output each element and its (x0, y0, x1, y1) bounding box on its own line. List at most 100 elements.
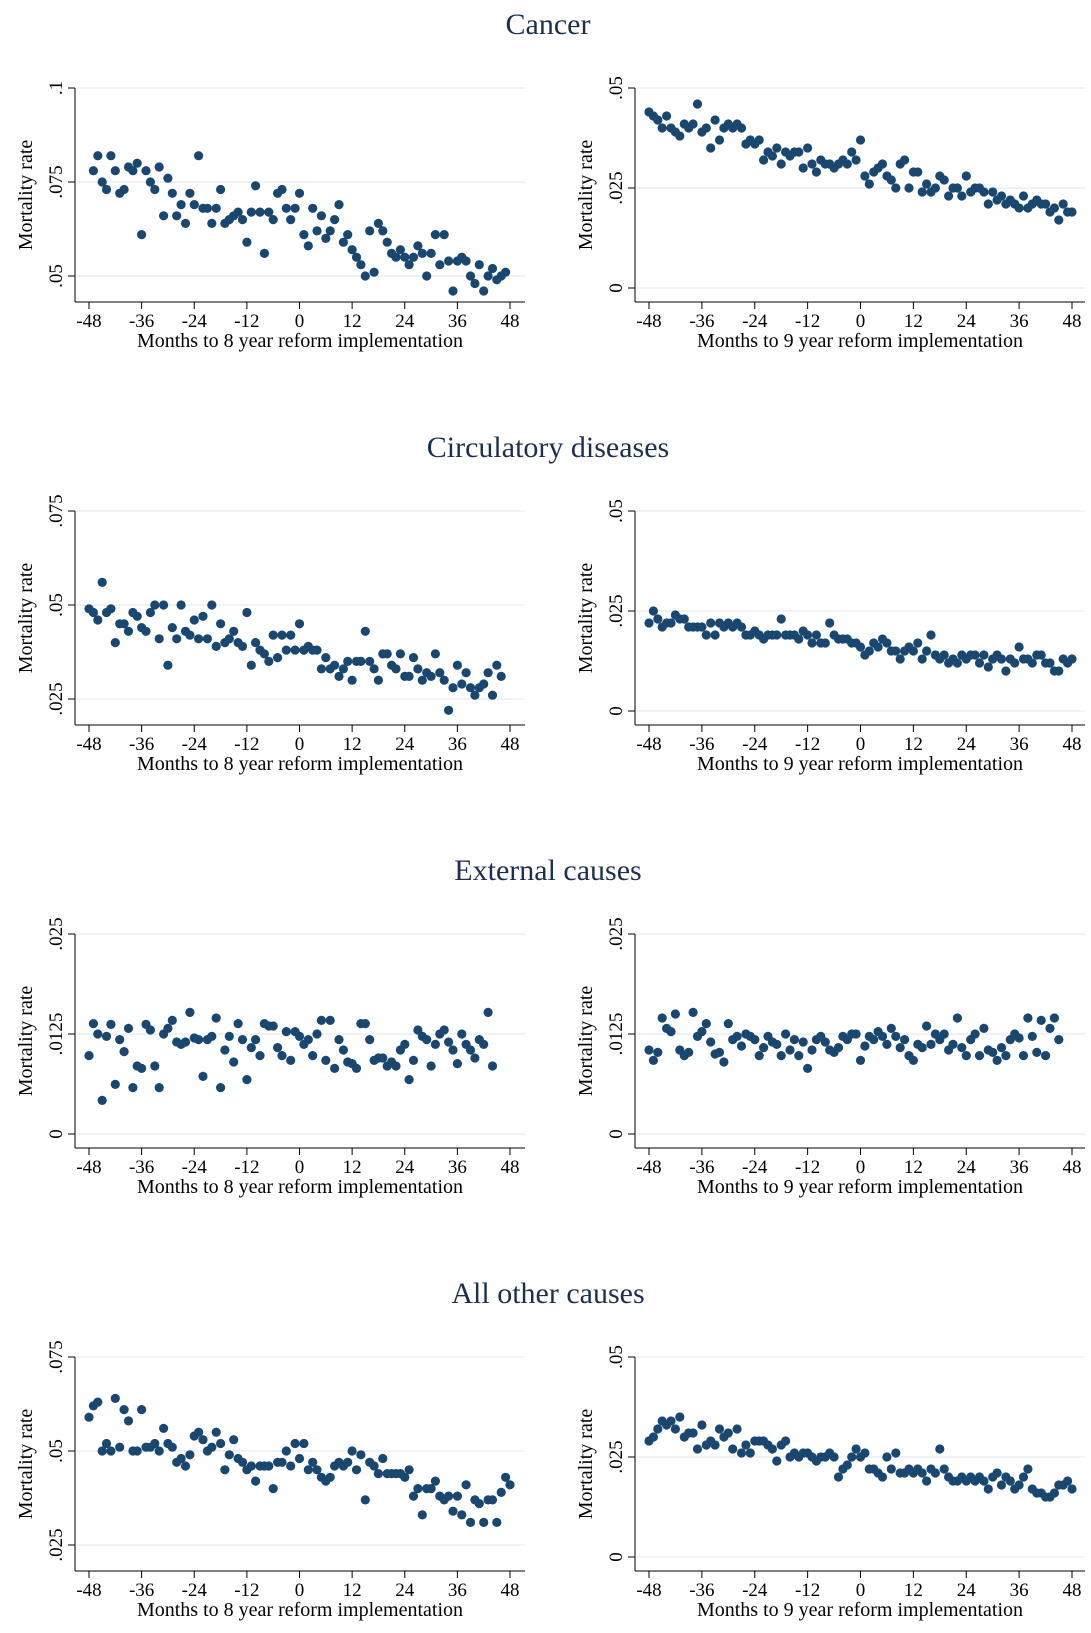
data-point (864, 179, 874, 189)
data-point (413, 664, 423, 674)
data-point (365, 656, 375, 667)
data-point (736, 1448, 747, 1458)
data-point (908, 1055, 919, 1065)
data-point (648, 606, 659, 616)
y-tick-label: .075 (46, 494, 67, 527)
data-point (220, 1465, 230, 1475)
data-point (97, 1095, 107, 1105)
data-point (211, 1013, 221, 1023)
data-point (922, 1476, 932, 1486)
data-point (185, 1007, 195, 1018)
data-point (1001, 1051, 1011, 1061)
x-tick-label: 36 (1010, 734, 1029, 755)
data-point (237, 1035, 248, 1045)
data-point (461, 1480, 471, 1490)
data-point (360, 1019, 370, 1029)
data-point (159, 1423, 169, 1433)
data-point (926, 630, 936, 640)
data-point (851, 155, 861, 165)
data-point (908, 646, 919, 656)
data-point (119, 1405, 129, 1415)
x-tick-label: -24 (742, 311, 768, 332)
data-point (404, 260, 414, 270)
data-point (251, 181, 261, 191)
x-tick-label: 36 (1010, 1580, 1029, 1601)
data-point (84, 1051, 94, 1061)
panel-cancer-8yr: .05 .075 .1 -48 -36 -24 -12 0 12 24 36 48 Months to … (15, 81, 525, 352)
data-point (1018, 1051, 1029, 1061)
data-point (922, 1021, 932, 1031)
data-point (935, 1444, 945, 1454)
data-point (842, 159, 852, 169)
data-point (281, 1446, 291, 1456)
data-point (273, 1043, 283, 1053)
data-point (141, 166, 151, 176)
data-point (356, 260, 366, 270)
data-point (330, 215, 340, 225)
data-point (1023, 1464, 1033, 1474)
data-point (772, 143, 782, 153)
data-point (692, 1444, 703, 1454)
data-point (926, 1039, 936, 1049)
data-point (803, 630, 813, 640)
data-point (1014, 642, 1024, 652)
data-point (776, 159, 786, 169)
data-point (281, 645, 291, 655)
row-title-external: External causes (454, 854, 641, 887)
data-point (115, 1035, 125, 1045)
x-tick-label: -24 (742, 734, 768, 755)
data-point (939, 1464, 949, 1474)
data-point (996, 1480, 1007, 1490)
data-point (759, 1043, 769, 1053)
x-axis-title: Months to 8 year reform implementation (137, 330, 463, 352)
data-point (176, 200, 186, 210)
data-point (736, 123, 747, 133)
data-point (88, 1019, 98, 1029)
data-point (369, 267, 379, 277)
data-point (781, 1436, 791, 1446)
data-point (172, 634, 182, 644)
data-point (895, 1043, 905, 1053)
data-point (391, 1061, 401, 1071)
data-point (413, 241, 423, 251)
data-point (242, 1075, 252, 1085)
y-tick-label: .0125 (46, 1013, 67, 1056)
data-point (404, 671, 414, 682)
data-point (750, 1035, 760, 1045)
data-point (648, 1432, 659, 1442)
data-point (996, 1043, 1007, 1053)
data-point (426, 1484, 436, 1494)
data-point (1023, 1013, 1033, 1023)
data-point (501, 267, 511, 277)
data-point (259, 649, 269, 659)
data-point (736, 1041, 747, 1051)
y-tick-label: .075 (46, 1340, 67, 1373)
data-point (119, 619, 129, 629)
data-point (334, 671, 344, 682)
data-point (189, 200, 199, 210)
data-point (939, 175, 949, 185)
data-point (338, 664, 348, 674)
data-point (723, 1019, 733, 1029)
data-point (264, 1461, 274, 1471)
x-tick-label: -12 (234, 1580, 259, 1601)
data-point (842, 1460, 852, 1470)
data-point (487, 263, 498, 274)
panel-cancer-9yr: 0 .025 .05 -48 -36 -24 -12 0 12 24 36 48 Months to 9… (575, 76, 1085, 352)
data-point (198, 1435, 208, 1445)
data-point (316, 1015, 326, 1025)
data-point (1058, 199, 1068, 209)
data-point (1041, 199, 1051, 209)
data-point (351, 1465, 362, 1475)
data-point (1018, 1472, 1029, 1482)
x-tick-label: -12 (795, 734, 820, 755)
data-point (970, 1029, 980, 1039)
data-point (369, 664, 379, 674)
data-point (277, 184, 287, 195)
data-point (330, 1063, 340, 1073)
data-point (1018, 191, 1029, 201)
data-point (194, 634, 204, 644)
data-point (1014, 1033, 1024, 1043)
data-point (185, 1450, 195, 1460)
x-tick-label: 12 (904, 1580, 923, 1601)
